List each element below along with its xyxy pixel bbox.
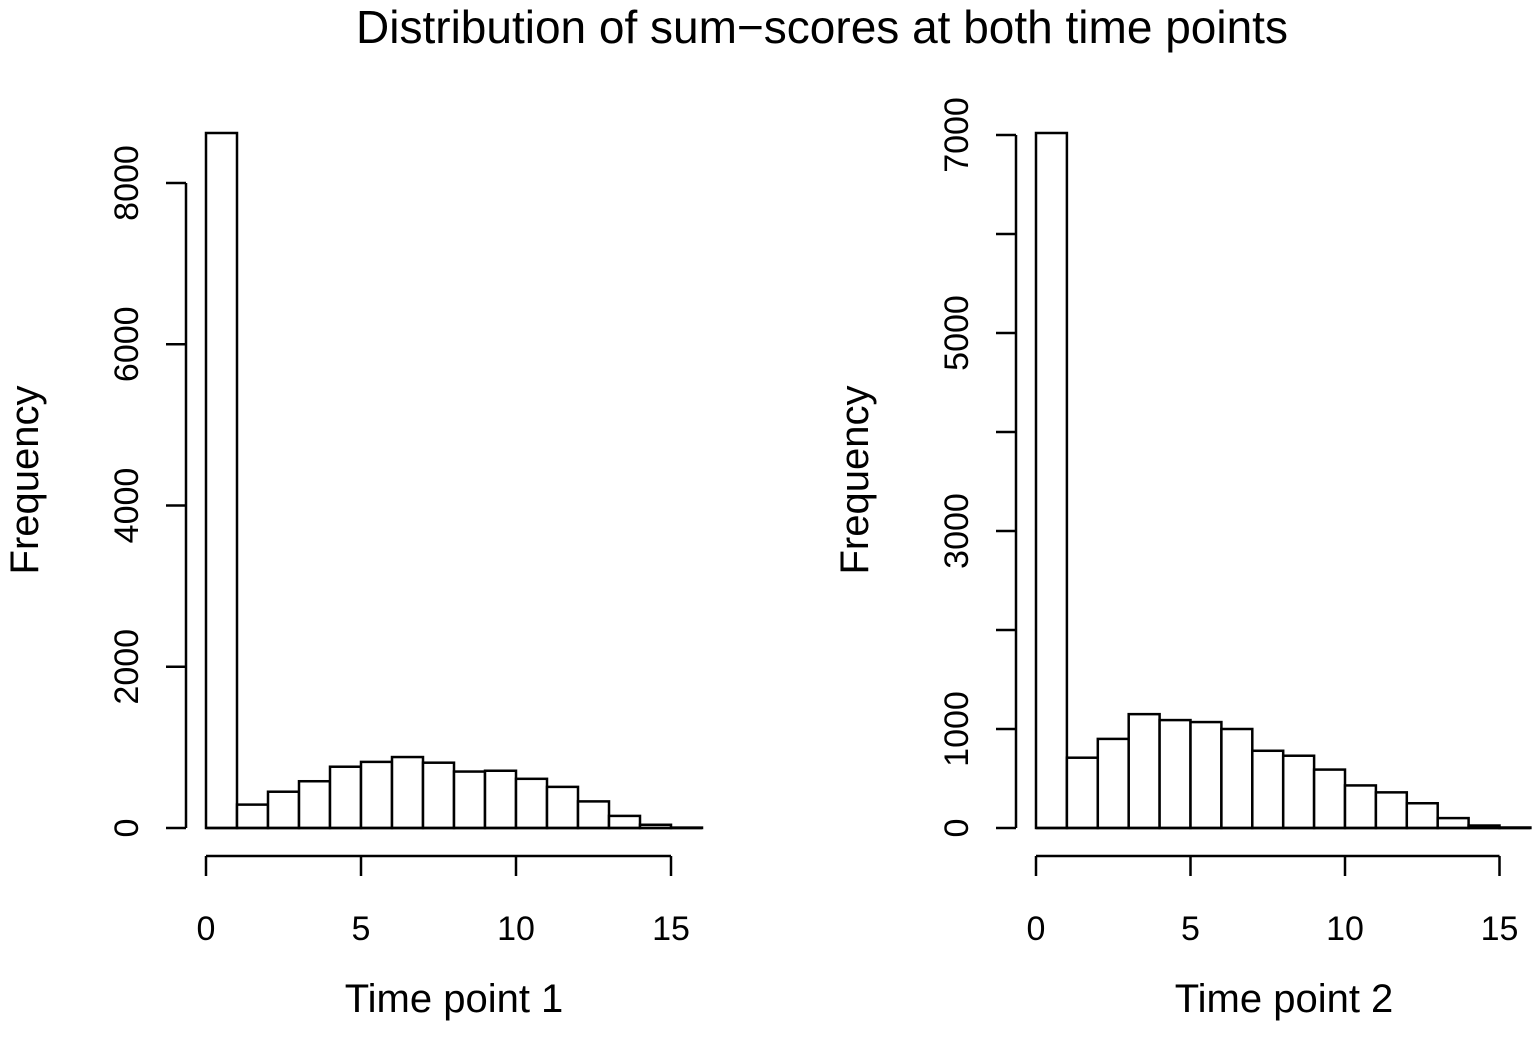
histogram-bar xyxy=(421,761,456,830)
histogram-bar xyxy=(607,814,642,830)
histogram-bar xyxy=(1065,756,1100,830)
figure-title: Distribution of sum−scores at both time … xyxy=(356,1,1288,53)
y-tick-label: 0 xyxy=(938,819,976,838)
histogram-bar xyxy=(1127,712,1161,830)
histogram-bar xyxy=(359,760,394,830)
histogram-bar xyxy=(545,785,580,830)
y-tick-label: 4000 xyxy=(108,468,146,544)
histogram-bar xyxy=(1405,801,1439,830)
x-tick-label: 10 xyxy=(497,910,535,948)
y-axis-label: Frequency xyxy=(3,386,47,575)
histogram-bar xyxy=(483,769,518,830)
histogram-bar xyxy=(1251,749,1285,830)
histogram-bar xyxy=(297,779,332,830)
x-axis-label: Time point 1 xyxy=(345,977,564,1021)
histogram-panel-time-point-2: 0 1000 3000 5000 7000 0 5 10 15 Time point 2 Frequ… xyxy=(833,97,1532,1021)
histogram-bar xyxy=(1374,791,1409,830)
y-tick-label: 3000 xyxy=(938,493,976,569)
histogram-bar xyxy=(390,755,425,830)
x-tick-label: 15 xyxy=(652,910,690,948)
histogram-bar xyxy=(1343,784,1378,830)
histogram-bar xyxy=(1220,727,1254,830)
y-tick-label: 5000 xyxy=(938,295,976,371)
histogram-bar xyxy=(1096,737,1130,830)
histogram-bar xyxy=(452,770,487,830)
x-tick-label: 0 xyxy=(1027,910,1046,948)
histogram-bar xyxy=(1281,754,1316,830)
histogram-bar xyxy=(514,777,549,830)
x-tick-label: 5 xyxy=(1181,910,1200,948)
histogram-bar xyxy=(1436,816,1470,830)
x-tick-label: 0 xyxy=(197,910,216,948)
x-tick-label: 15 xyxy=(1481,910,1519,948)
y-tick-label: 0 xyxy=(108,819,146,838)
histogram-bar xyxy=(1034,131,1069,830)
histogram-bar xyxy=(204,131,239,830)
y-tick-label: 7000 xyxy=(938,97,976,173)
histogram-bar xyxy=(328,765,363,830)
histogram-bar xyxy=(266,790,301,830)
y-tick-label: 6000 xyxy=(108,306,146,382)
histogram-panel-time-point-1: 0 2000 4000 6000 8000 0 5 10 15 Time point 1 Frequ… xyxy=(3,131,704,1021)
histogram-bar xyxy=(235,803,270,830)
y-tick-label: 2000 xyxy=(108,629,146,705)
histogram-bar xyxy=(1312,768,1347,830)
histogram-bar xyxy=(576,800,611,830)
y-axis-label: Frequency xyxy=(833,386,877,575)
x-tick-label: 5 xyxy=(352,910,371,948)
y-tick-label: 1000 xyxy=(938,691,976,767)
histogram-bar xyxy=(1189,720,1223,830)
histogram-bar xyxy=(1158,718,1192,830)
x-tick-label: 10 xyxy=(1326,910,1364,948)
x-axis-label: Time point 2 xyxy=(1175,977,1394,1021)
y-tick-label: 8000 xyxy=(108,145,146,221)
